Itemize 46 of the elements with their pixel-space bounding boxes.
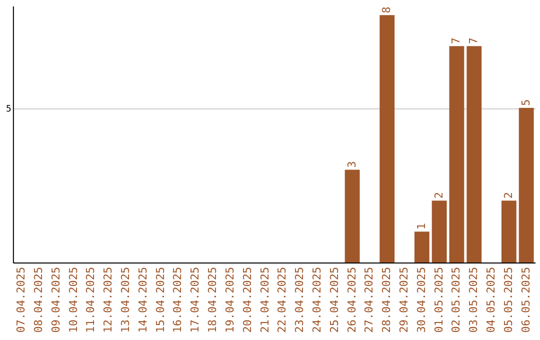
bar — [380, 15, 395, 262]
x-tick-label: 27.04.2025 — [362, 266, 376, 333]
x-tick-label: 21.04.2025 — [258, 266, 272, 333]
x-tick-label: 16.04.2025 — [171, 266, 184, 333]
x-tick-label: 10.04.2025 — [66, 266, 80, 333]
data-label: 2 — [502, 192, 515, 199]
x-tick-label: 01.05.2025 — [432, 266, 446, 333]
data-label: 2 — [432, 192, 446, 199]
bar — [344, 170, 360, 262]
data-label: 8 — [380, 6, 394, 14]
data-label: 7 — [450, 38, 463, 44]
x-tick-label: 19.04.2025 — [223, 266, 236, 333]
data-label: 1 — [414, 223, 428, 230]
x-tick-label: 12.04.2025 — [102, 266, 115, 333]
x-tick-label: 04.05.2025 — [484, 266, 498, 333]
data-label: 3 — [345, 161, 358, 168]
x-tick-label: 09.04.2025 — [49, 266, 62, 333]
x-tick-label: 07.04.2025 — [14, 266, 28, 333]
x-tick-label: 08.04.2025 — [32, 266, 46, 333]
x-tick-label: 25.04.2025 — [328, 266, 341, 333]
x-tick-label: 14.04.2025 — [136, 266, 150, 333]
x-tick-label: 24.04.2025 — [310, 266, 324, 333]
data-label: 5 — [519, 99, 532, 106]
x-tick-label: 15.04.2025 — [154, 266, 167, 333]
x-tick-label: 17.04.2025 — [188, 266, 202, 333]
x-tick-label: 02.05.2025 — [450, 266, 463, 333]
bar — [501, 200, 516, 262]
bar — [432, 200, 447, 262]
bar — [518, 108, 534, 262]
data-label: 7 — [467, 38, 480, 44]
bar — [414, 232, 430, 262]
bar — [449, 46, 464, 262]
x-tick-label: 29.04.2025 — [397, 266, 410, 333]
x-tick-label: 18.04.2025 — [206, 266, 220, 333]
x-tick-label: 22.04.2025 — [276, 266, 289, 333]
x-tick-label: 11.04.2025 — [84, 266, 98, 333]
x-tick-label: 26.04.2025 — [345, 266, 358, 333]
x-tick-label: 30.04.2025 — [414, 266, 428, 333]
x-tick-label: 23.04.2025 — [293, 266, 306, 333]
x-tick-label: 06.05.2025 — [519, 266, 532, 333]
x-tick-label: 05.05.2025 — [502, 266, 515, 333]
x-tick-label: 03.05.2025 — [467, 266, 480, 333]
x-tick-label: 20.04.2025 — [240, 266, 254, 333]
bar — [466, 46, 482, 262]
x-tick-label: 28.04.2025 — [380, 266, 394, 333]
x-tick-label: 13.04.2025 — [119, 266, 132, 333]
